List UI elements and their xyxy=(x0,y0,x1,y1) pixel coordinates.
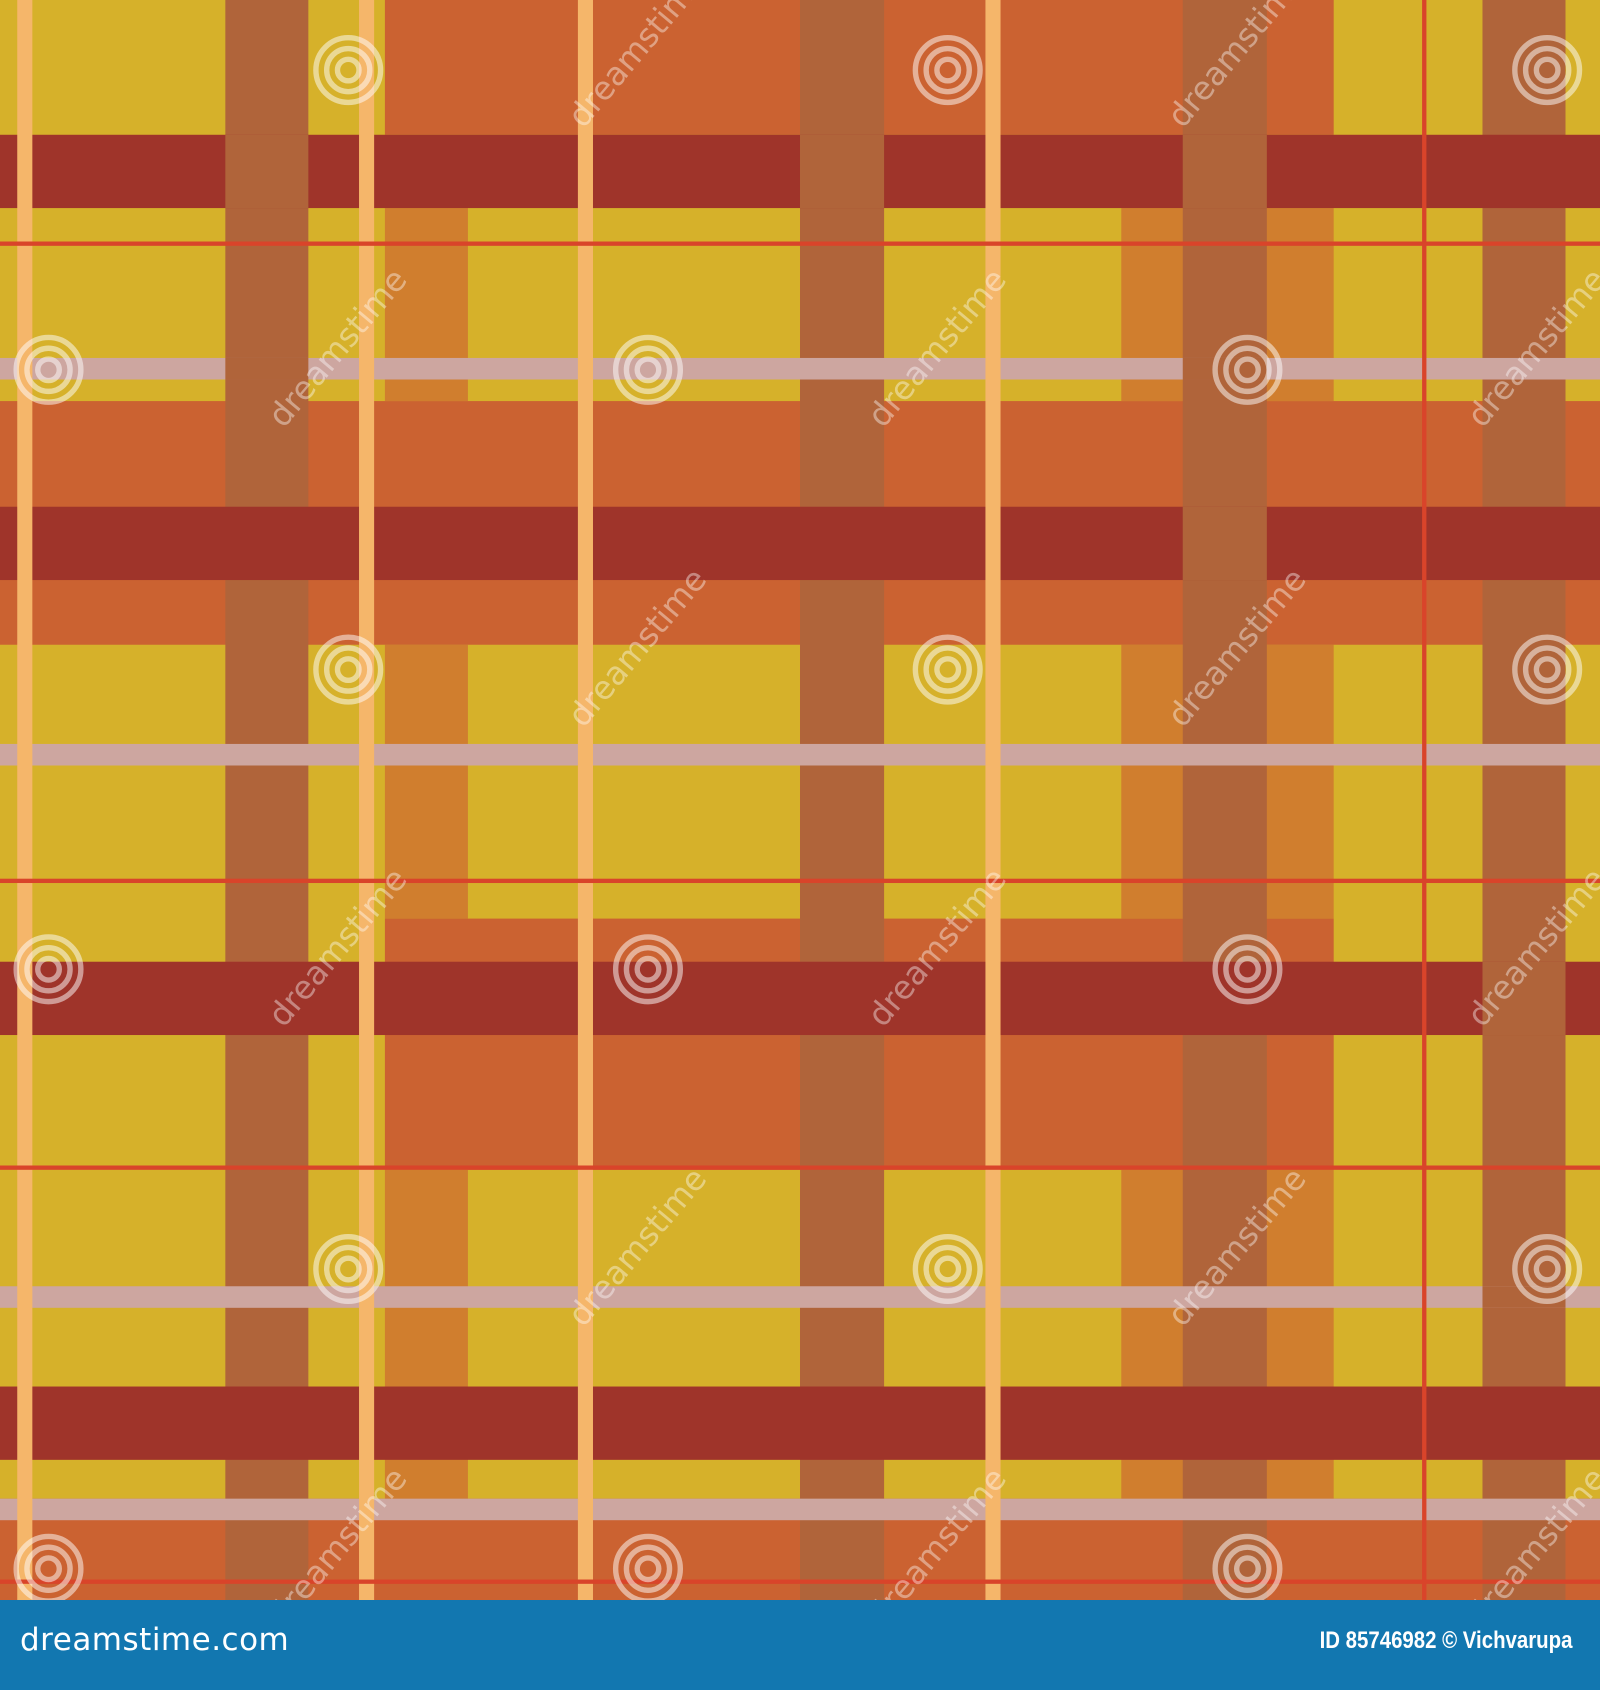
peach-vertical-stripe xyxy=(359,0,375,1600)
thin-red-horizontal-line xyxy=(0,241,1600,246)
brown-vertical-stripe xyxy=(225,0,309,1600)
spiral-icon xyxy=(1212,934,1283,1005)
spiral-icon xyxy=(612,334,684,405)
brown-vertical-stripe xyxy=(1182,0,1267,1600)
thin-red-horizontal-line xyxy=(0,878,1600,884)
brown-vertical-stripe xyxy=(225,357,309,380)
brown-vertical-stripe xyxy=(1482,0,1566,1600)
spiral-icon xyxy=(313,634,384,705)
spiral-icon xyxy=(1212,334,1283,405)
dark-red-horizontal-stripe xyxy=(0,1386,1600,1460)
dark-red-horizontal-stripe xyxy=(0,506,1600,581)
peach-vertical-stripe xyxy=(577,0,593,1600)
brown-vertical-stripe xyxy=(1482,961,1566,1036)
thin-red-horizontal-line xyxy=(0,1165,1600,1170)
peach-vertical-stripe xyxy=(985,0,1001,1600)
medium-orange-column xyxy=(384,644,468,919)
spiral-icon xyxy=(612,934,684,1005)
pink-horizontal-stripe xyxy=(0,743,1600,766)
thin-red-vertical-line xyxy=(1422,0,1427,1600)
spiral-icon xyxy=(13,334,84,405)
footer-bar: dreamstime.com ID 85746982 © Vichvarupa xyxy=(0,1600,1600,1690)
pink-horizontal-stripe xyxy=(0,1286,1600,1308)
spiral-icon xyxy=(912,1233,983,1305)
brown-vertical-stripe xyxy=(800,134,885,209)
spiral-icon xyxy=(313,1233,384,1305)
spiral-icon xyxy=(1512,634,1583,705)
spiral-icon xyxy=(13,934,84,1005)
peach-vertical-stripe xyxy=(17,0,33,1600)
thin-red-horizontal-line xyxy=(0,1579,1600,1584)
brown-vertical-stripe xyxy=(800,0,885,1600)
dark-red-horizontal-stripe xyxy=(0,961,1600,1036)
spiral-icon xyxy=(1512,35,1583,106)
spiral-icon xyxy=(912,634,983,705)
spiral-icon xyxy=(912,35,983,106)
spiral-icon xyxy=(1212,1533,1283,1600)
spiral-icon xyxy=(1512,1233,1583,1305)
brown-vertical-stripe xyxy=(1182,134,1267,209)
pink-horizontal-stripe xyxy=(0,1498,1600,1521)
brown-vertical-stripe xyxy=(1182,506,1267,581)
site-logo[interactable]: dreamstime.com xyxy=(20,1622,290,1658)
image-credit: ID 85746982 © Vichvarupa xyxy=(1319,1627,1572,1654)
spiral-icon xyxy=(13,1533,84,1600)
brown-vertical-stripe xyxy=(225,134,309,209)
spiral-icon xyxy=(612,1533,684,1600)
spiral-icon xyxy=(313,35,384,106)
